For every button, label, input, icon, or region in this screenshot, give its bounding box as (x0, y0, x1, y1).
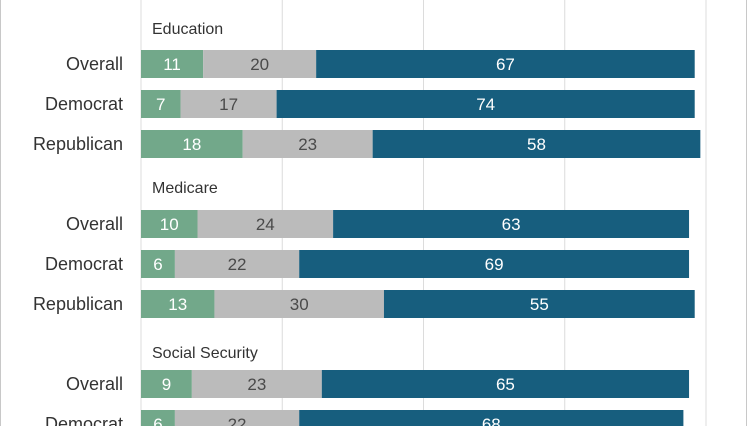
bar-segment (141, 250, 175, 278)
bar-segment (333, 210, 690, 238)
row-label: Overall (66, 374, 123, 394)
bar-segment (141, 50, 204, 78)
bar-segment (203, 50, 317, 78)
bar-segment (141, 370, 192, 398)
row-label: Republican (33, 294, 123, 314)
group-label: Medicare (152, 180, 218, 197)
data-label: 7 (156, 95, 165, 114)
data-label: 6 (153, 255, 162, 274)
bar-segment (316, 50, 695, 78)
row-label: Democrat (45, 414, 123, 426)
data-label: 63 (502, 215, 521, 234)
bar-segment (383, 290, 695, 318)
row-label: Democrat (45, 94, 123, 114)
bar-segment (191, 370, 322, 398)
data-label: 30 (290, 295, 309, 314)
data-label: 22 (228, 415, 247, 426)
bar-segment (276, 90, 695, 118)
bar-segment (174, 410, 300, 426)
data-label: 69 (485, 255, 504, 274)
row-label: Overall (66, 54, 123, 74)
row-label: Republican (33, 134, 123, 154)
bar-row: Republican 13 30 55 (33, 290, 695, 318)
data-label: 22 (228, 255, 247, 274)
bar-segment (321, 370, 690, 398)
data-label: 18 (182, 135, 201, 154)
bar-segment (141, 210, 198, 238)
bar-segment (174, 250, 300, 278)
bar-segment (299, 250, 690, 278)
bar-segment (299, 410, 684, 426)
group-label: Social Security (152, 345, 258, 362)
data-label: 55 (530, 295, 549, 314)
bar-row: Democrat 6 22 68 (45, 410, 684, 426)
bar-row: Overall 9 23 65 (66, 370, 690, 398)
data-label: 6 (153, 415, 162, 426)
bar-row: Democrat 7 17 74 (45, 90, 695, 118)
bar-segment (197, 210, 334, 238)
data-label: 23 (247, 375, 266, 394)
bar-segment (372, 130, 701, 158)
data-label: 10 (160, 215, 179, 234)
bar-row: Overall 11 20 67 (66, 50, 695, 78)
data-label: 23 (298, 135, 317, 154)
bar-segment (242, 130, 373, 158)
bar-segment (141, 290, 215, 318)
bar-segment (214, 290, 384, 318)
bar-segment (180, 90, 277, 118)
bar-segment (141, 130, 243, 158)
data-label: 68 (482, 415, 501, 426)
data-label: 58 (527, 135, 546, 154)
group-medicare: Medicare Overall 10 24 63 Democrat 6 22 69 Republ… (33, 180, 695, 318)
data-label: 74 (476, 95, 495, 114)
data-label: 9 (162, 375, 171, 394)
data-label: 67 (496, 55, 515, 74)
bar-segment (141, 410, 175, 426)
row-label: Democrat (45, 254, 123, 274)
bar-groups: Education Overall 11 20 67 Democrat 7 17 74 Repub… (33, 21, 701, 426)
group-label: Education (152, 21, 223, 38)
data-label: 24 (256, 215, 275, 234)
data-label: 11 (163, 55, 181, 74)
row-label: Overall (66, 214, 123, 234)
data-label: 65 (496, 375, 515, 394)
data-label: 17 (219, 95, 238, 114)
bar-row: Overall 10 24 63 (66, 210, 690, 238)
bar-segment (141, 90, 181, 118)
group-social-security: Social Security Overall 9 23 65 Democrat 6 22 68 (45, 345, 690, 426)
data-label: 13 (168, 295, 187, 314)
bar-row: Democrat 6 22 69 (45, 250, 690, 278)
data-label: 20 (250, 55, 269, 74)
group-education: Education Overall 11 20 67 Democrat 7 17 74 Repub… (33, 21, 701, 158)
bar-row: Republican 18 23 58 (33, 130, 701, 158)
